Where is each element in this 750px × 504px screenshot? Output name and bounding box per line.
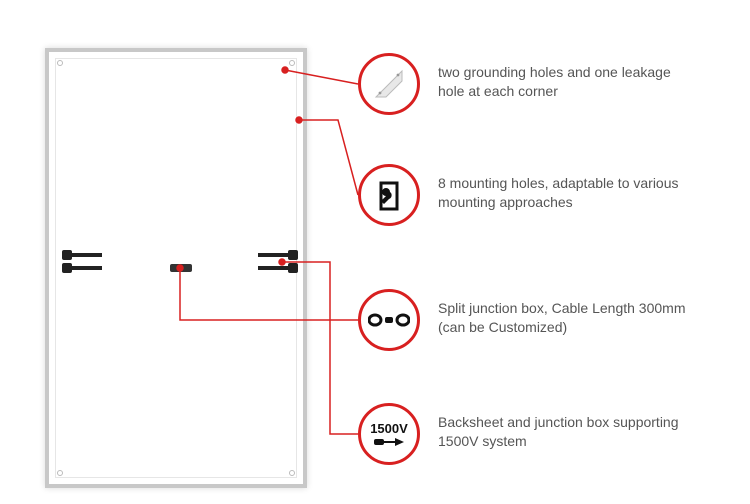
split-jbox-icon [358,289,420,351]
wrench-frame-icon [358,164,420,226]
callout-text-voltage: Backsheet and junction box supporting 15… [438,413,698,451]
callout-text-corner: two grounding holes and one leakage hole… [438,63,698,101]
voltage-badge: 1500V [370,421,408,436]
voltage-icon: 1500V [358,403,420,465]
callout-text-jbox: Split junction box, Cable Length 300mm (… [438,299,698,337]
callout-text-mounting: 8 mounting holes, adaptable to various m… [438,174,698,212]
corner-icon [358,53,420,115]
